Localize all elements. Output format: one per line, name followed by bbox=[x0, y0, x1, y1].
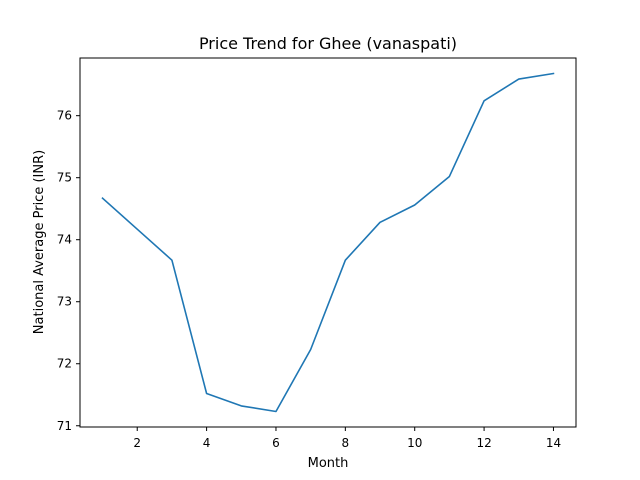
x-tick-label: 2 bbox=[133, 436, 141, 450]
x-tick-label: 4 bbox=[203, 436, 211, 450]
chart-title: Price Trend for Ghee (vanaspati) bbox=[199, 34, 457, 53]
y-axis-ticks: 71 72 73 74 75 76 bbox=[57, 109, 80, 433]
x-tick-label: 14 bbox=[546, 436, 561, 450]
x-tick-label: 12 bbox=[476, 436, 491, 450]
x-tick-label: 8 bbox=[342, 436, 350, 450]
plot-area-frame bbox=[79, 57, 577, 428]
x-tick-label: 10 bbox=[407, 436, 422, 450]
x-axis-ticks: 2 4 6 8 10 12 14 bbox=[133, 427, 561, 450]
y-tick-label: 74 bbox=[57, 233, 72, 247]
y-tick-label: 73 bbox=[57, 295, 72, 309]
y-tick-label: 72 bbox=[57, 357, 72, 371]
x-axis-label: Month bbox=[308, 456, 349, 471]
y-axis-label: National Average Price (INR) bbox=[32, 150, 47, 334]
price-trend-line bbox=[101, 72, 555, 413]
y-tick-label: 76 bbox=[57, 109, 72, 123]
x-tick-label: 6 bbox=[272, 436, 280, 450]
y-tick-label: 71 bbox=[57, 419, 72, 433]
y-tick-label: 75 bbox=[57, 171, 72, 185]
